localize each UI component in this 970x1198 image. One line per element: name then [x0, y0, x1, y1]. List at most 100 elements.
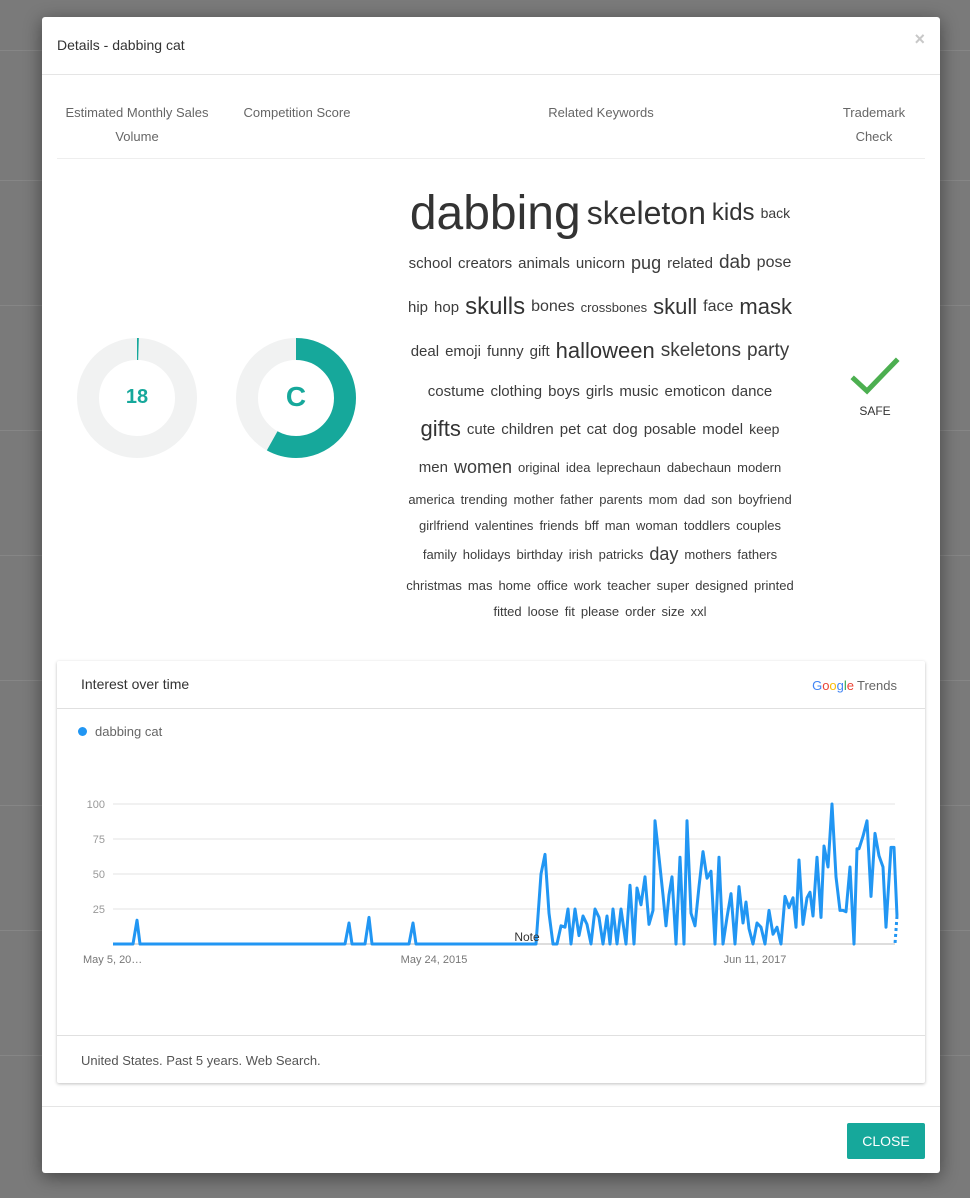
keyword-item[interactable]: dab	[718, 252, 751, 273]
keyword-item[interactable]: designed	[695, 577, 748, 593]
keyword-item[interactable]: face	[703, 298, 734, 315]
note-marker[interactable]: Note	[514, 930, 540, 944]
keyword-item[interactable]: son	[711, 491, 733, 507]
keyword-item[interactable]: emoji	[445, 342, 481, 360]
keyword-line: christmas mas home office work teacher s…	[397, 571, 803, 599]
keyword-item[interactable]: couples	[736, 518, 781, 533]
keyword-item[interactable]: costume	[427, 382, 485, 400]
keyword-item[interactable]: mom	[648, 491, 678, 507]
keyword-item[interactable]: home	[498, 577, 531, 593]
keyword-item[interactable]: hip	[408, 298, 429, 316]
keyword-item[interactable]: skeleton	[586, 194, 706, 231]
keyword-item[interactable]: america	[408, 491, 455, 507]
modal-header: Details - dabbing cat ×	[42, 17, 940, 75]
close-icon[interactable]: ×	[914, 29, 925, 49]
keyword-line: girlfriend valentines friends bff man wo…	[397, 513, 803, 538]
keyword-item[interactable]: loose	[527, 604, 559, 619]
keyword-item[interactable]: cat	[586, 420, 607, 438]
interest-over-time-chart[interactable]: 25 50 75 100 Note May 5, 20… May 24, 2015 Jun 1…	[57, 766, 925, 981]
check-icon	[850, 357, 900, 395]
google-trends-logo[interactable]: Google Trends	[812, 678, 897, 693]
keyword-item[interactable]: woman	[635, 518, 678, 533]
keyword-item[interactable]: please	[580, 604, 620, 619]
keyword-item[interactable]: fit	[564, 604, 575, 619]
keyword-item[interactable]: deal	[410, 342, 440, 360]
keyword-item[interactable]: valentines	[474, 518, 534, 533]
keyword-item[interactable]: boyfriend	[738, 491, 792, 507]
keyword-item[interactable]: clothing	[490, 382, 543, 400]
keyword-item[interactable]: mas	[467, 577, 493, 593]
keyword-item[interactable]: animals	[518, 254, 570, 272]
keyword-item[interactable]: gift	[529, 342, 550, 360]
keyword-item[interactable]: holidays	[462, 547, 511, 562]
keyword-item[interactable]: mask	[739, 294, 792, 319]
keyword-item[interactable]: bff	[584, 518, 599, 533]
keyword-item[interactable]: modern	[737, 459, 782, 475]
keyword-item[interactable]: posable	[643, 420, 697, 438]
keyword-item[interactable]: related	[667, 254, 713, 272]
keyword-item[interactable]: girlfriend	[419, 518, 469, 533]
keyword-item[interactable]: order	[625, 604, 656, 619]
keyword-item[interactable]: music	[619, 382, 659, 400]
keyword-item[interactable]: fathers	[737, 547, 778, 562]
keyword-item[interactable]: halloween	[555, 338, 655, 363]
keyword-item[interactable]: patricks	[598, 547, 644, 562]
keyword-item[interactable]: toddlers	[683, 518, 731, 533]
keyword-item[interactable]: teacher	[607, 577, 651, 593]
keyword-item[interactable]: emoticon	[664, 382, 726, 400]
close-button[interactable]: CLOSE	[847, 1123, 925, 1159]
keyword-item[interactable]: man	[604, 518, 630, 533]
keyword-item[interactable]: pet	[559, 420, 581, 438]
keyword-item[interactable]: fitted	[493, 604, 522, 619]
keyword-item[interactable]: boys	[548, 382, 580, 400]
keyword-item[interactable]: leprechaun	[596, 459, 661, 475]
keyword-item[interactable]: work	[573, 577, 602, 593]
keyword-item[interactable]: dabbing	[409, 186, 581, 240]
keyword-item[interactable]: friends	[539, 518, 579, 533]
keyword-item[interactable]: father	[560, 491, 594, 507]
keyword-item[interactable]: girls	[585, 382, 614, 400]
keyword-item[interactable]: school	[408, 254, 452, 272]
keyword-item[interactable]: parents	[599, 491, 643, 507]
keyword-item[interactable]: bones	[531, 298, 575, 315]
keyword-item[interactable]: irish	[568, 547, 593, 562]
keyword-item[interactable]: size	[661, 604, 685, 619]
keyword-item[interactable]: christmas	[406, 577, 462, 593]
keyword-item[interactable]: dabechaun	[666, 459, 732, 475]
keyword-item[interactable]: skeletons	[660, 340, 742, 361]
keyword-item[interactable]: mothers	[684, 547, 732, 562]
keyword-item[interactable]: creators	[457, 254, 513, 272]
keyword-item[interactable]: printed	[753, 577, 794, 593]
keyword-item[interactable]: skulls	[465, 293, 526, 320]
keyword-item[interactable]: children	[501, 420, 554, 438]
keyword-item[interactable]: trending	[460, 491, 508, 507]
keyword-item[interactable]: mother	[513, 491, 555, 507]
keyword-item[interactable]: dog	[612, 420, 638, 438]
keyword-item[interactable]: men	[418, 458, 448, 476]
keyword-item[interactable]: skull	[653, 294, 698, 319]
keyword-item[interactable]: cute	[466, 420, 496, 438]
keyword-item[interactable]: hop	[434, 298, 460, 316]
keyword-item[interactable]: kids	[711, 199, 755, 226]
keyword-item[interactable]: back	[760, 205, 791, 221]
keyword-item[interactable]: original	[517, 459, 560, 475]
keyword-item[interactable]: family	[422, 547, 457, 562]
keyword-item[interactable]: women	[453, 456, 512, 477]
keyword-item[interactable]: dad	[683, 491, 706, 507]
keyword-item[interactable]: model	[702, 420, 744, 438]
keyword-item[interactable]: birthday	[516, 547, 563, 562]
keyword-item[interactable]: pug	[631, 252, 662, 273]
keyword-item[interactable]: day	[649, 544, 679, 564]
keyword-item[interactable]: funny	[486, 342, 524, 360]
keyword-item[interactable]: gifts	[420, 416, 461, 441]
keyword-item[interactable]: pose	[756, 254, 792, 271]
keyword-item[interactable]: dance	[731, 382, 773, 400]
keyword-item[interactable]: keep	[749, 421, 780, 437]
keyword-item[interactable]: xxl	[690, 604, 707, 619]
keyword-item[interactable]: idea	[565, 459, 591, 475]
keyword-item[interactable]: super	[656, 577, 690, 593]
keyword-item[interactable]: office	[536, 577, 568, 593]
keyword-item[interactable]: party	[747, 340, 790, 361]
keyword-item[interactable]: crossbones	[580, 299, 648, 315]
keyword-item[interactable]: unicorn	[575, 254, 626, 272]
